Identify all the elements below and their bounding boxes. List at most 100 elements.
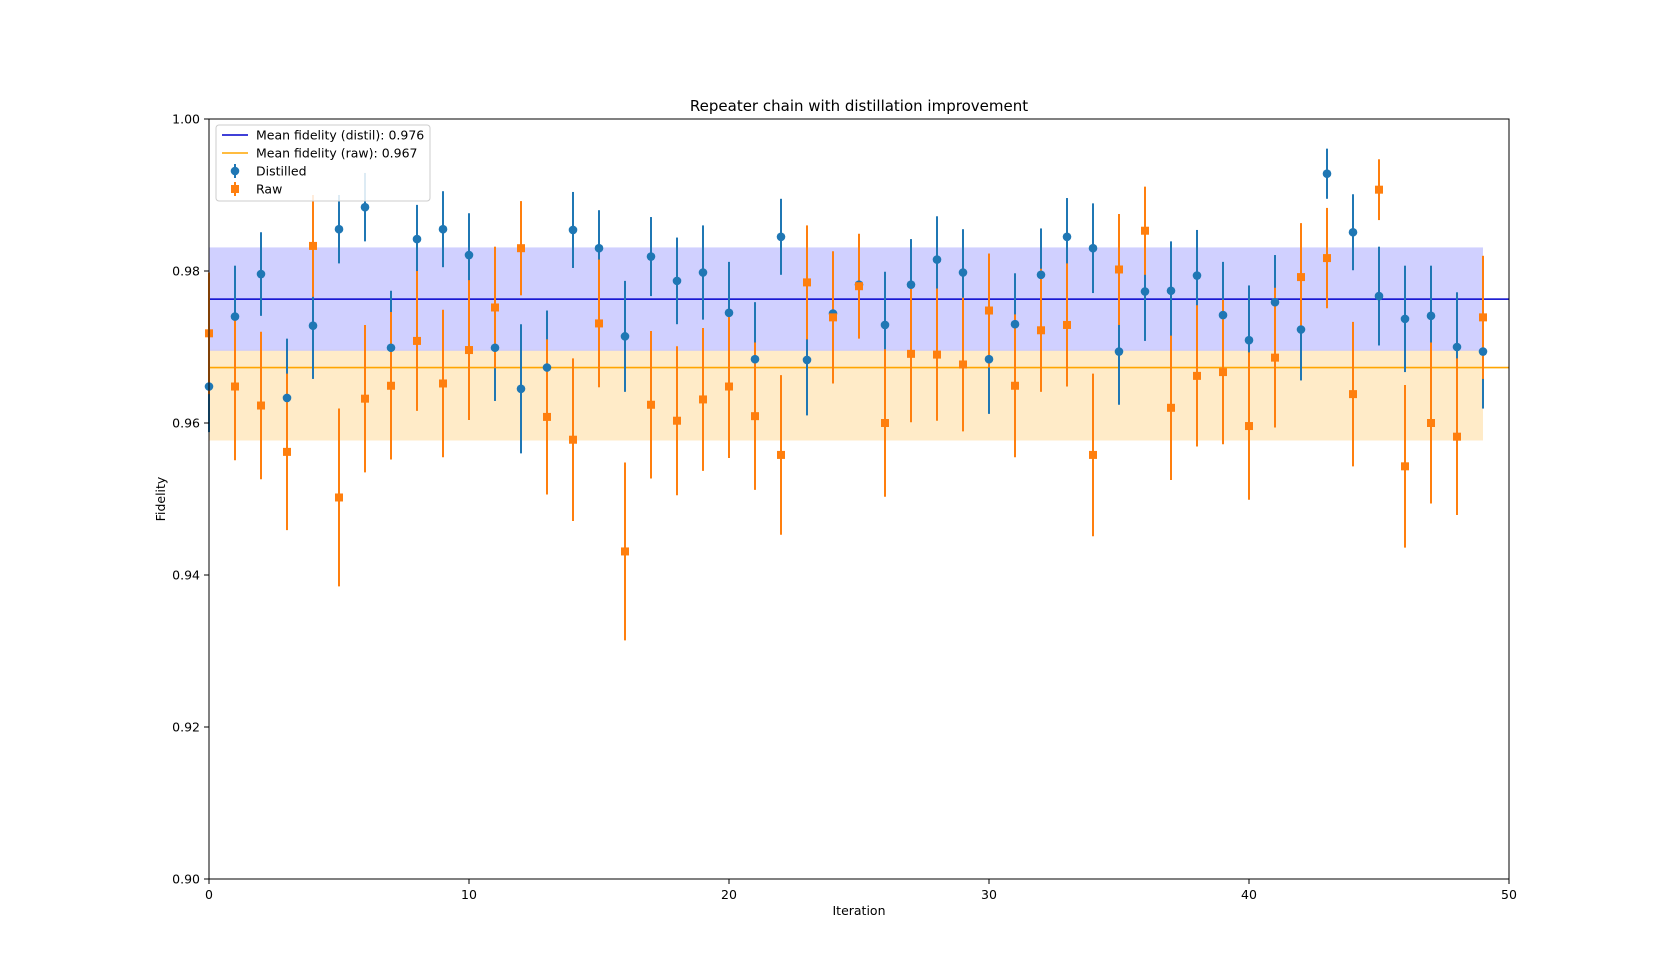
distilled-point <box>958 268 968 277</box>
distilled-point <box>1348 227 1358 237</box>
raw-point <box>335 493 343 502</box>
legend-label-mean-distil: Mean fidelity (distil): 0.976 <box>256 128 424 143</box>
raw-point <box>595 319 603 328</box>
legend: Mean fidelity (distil): 0.976 Mean fidel… <box>215 124 431 202</box>
raw-point <box>907 349 915 358</box>
distilled-point <box>750 354 760 364</box>
distilled-point <box>386 343 396 353</box>
y-axis-label: Fidelity <box>153 476 168 521</box>
raw-point <box>1011 381 1019 390</box>
raw-point <box>1245 422 1253 431</box>
distilled-point <box>620 332 630 341</box>
raw-point <box>1219 368 1227 377</box>
raw-point <box>1401 462 1409 471</box>
raw-point <box>309 241 317 250</box>
y-tick-label: 0.98 <box>172 264 200 279</box>
raw-point <box>673 416 681 425</box>
distilled-point <box>1088 243 1098 253</box>
raw-point <box>257 401 265 410</box>
raw-point <box>933 350 941 359</box>
distilled-point <box>1114 347 1124 356</box>
chart-title: Repeater chain with distillation improve… <box>690 97 1028 115</box>
distilled-point <box>516 384 526 394</box>
distilled-point <box>1192 271 1202 280</box>
distilled-point <box>256 269 266 279</box>
raw-point <box>621 547 629 556</box>
raw-point <box>1271 353 1279 362</box>
distilled-point <box>308 321 318 331</box>
distilled-point <box>464 250 474 260</box>
raw-point <box>881 419 889 427</box>
plot-frame <box>208 118 1510 880</box>
raw-point <box>1089 450 1097 459</box>
distilled-point <box>1296 325 1306 334</box>
y-axis-ticks: 0.90 0.92 0.94 0.96 0.98 1.00 <box>172 112 209 887</box>
data-markers <box>204 169 1488 556</box>
raw-point <box>361 394 369 403</box>
x-tick-label: 30 <box>981 887 997 902</box>
distilled-point <box>724 308 734 318</box>
raw-point <box>1349 390 1357 399</box>
raw-point <box>1115 265 1123 274</box>
raw-point <box>413 336 421 345</box>
raw-point <box>647 400 655 409</box>
mean-bands <box>209 247 1483 441</box>
distilled-point <box>1062 232 1072 242</box>
distilled-point <box>1478 347 1488 356</box>
distilled-point <box>1140 287 1150 296</box>
legend-box <box>215 124 431 202</box>
distilled-point <box>1374 291 1384 301</box>
distilled-point <box>1452 342 1462 352</box>
distilled-point <box>594 243 604 253</box>
y-tick-label: 1.00 <box>172 112 200 127</box>
distilled-point <box>1426 311 1436 321</box>
raw-point <box>387 381 395 390</box>
raw-point <box>699 395 707 404</box>
raw-point <box>1167 403 1175 412</box>
distilled-point <box>1218 310 1228 320</box>
distilled-point <box>412 234 422 244</box>
raw-point <box>777 450 785 459</box>
x-axis-ticks: 0 10 20 30 40 50 <box>205 879 1517 902</box>
raw-point <box>1193 371 1201 380</box>
distilled-point <box>932 255 942 264</box>
raw-point <box>569 435 577 444</box>
raw-point <box>517 244 525 253</box>
distilled-point <box>776 232 786 242</box>
distilled-point <box>282 393 292 403</box>
raw-point <box>829 313 837 322</box>
y-tick-label: 0.94 <box>172 568 200 583</box>
x-axis-label: Iteration <box>832 903 885 918</box>
raw-point <box>803 278 811 287</box>
distilled-point <box>490 343 500 353</box>
legend-label-distilled: Distilled <box>256 164 307 179</box>
x-tick-label: 50 <box>1501 887 1517 902</box>
distilled-point <box>880 320 890 330</box>
y-tick-label: 0.90 <box>172 872 200 887</box>
distilled-point <box>1166 286 1176 296</box>
raw-point <box>1375 185 1383 194</box>
raw-point <box>855 282 863 291</box>
legend-label-mean-raw: Mean fidelity (raw): 0.967 <box>256 146 418 161</box>
raw-point <box>1037 326 1045 335</box>
raw-point <box>1323 254 1331 263</box>
distilled-point <box>646 252 656 261</box>
raw-point <box>231 382 239 391</box>
distilled-point <box>984 354 994 364</box>
raw-point <box>959 360 967 369</box>
raw-point <box>1453 432 1461 441</box>
raw-point <box>439 379 447 388</box>
raw-point <box>725 382 733 391</box>
raw-point <box>1297 273 1305 282</box>
raw-point <box>985 306 993 315</box>
distilled-point <box>672 276 682 286</box>
distilled-point <box>230 312 240 321</box>
raw-point <box>1063 320 1071 329</box>
distilled-point <box>906 280 916 289</box>
x-tick-label: 0 <box>205 887 213 902</box>
y-tick-label: 0.92 <box>172 720 200 735</box>
distilled-point <box>1036 270 1046 280</box>
raw-point <box>751 412 759 421</box>
distilled-point <box>568 225 578 235</box>
